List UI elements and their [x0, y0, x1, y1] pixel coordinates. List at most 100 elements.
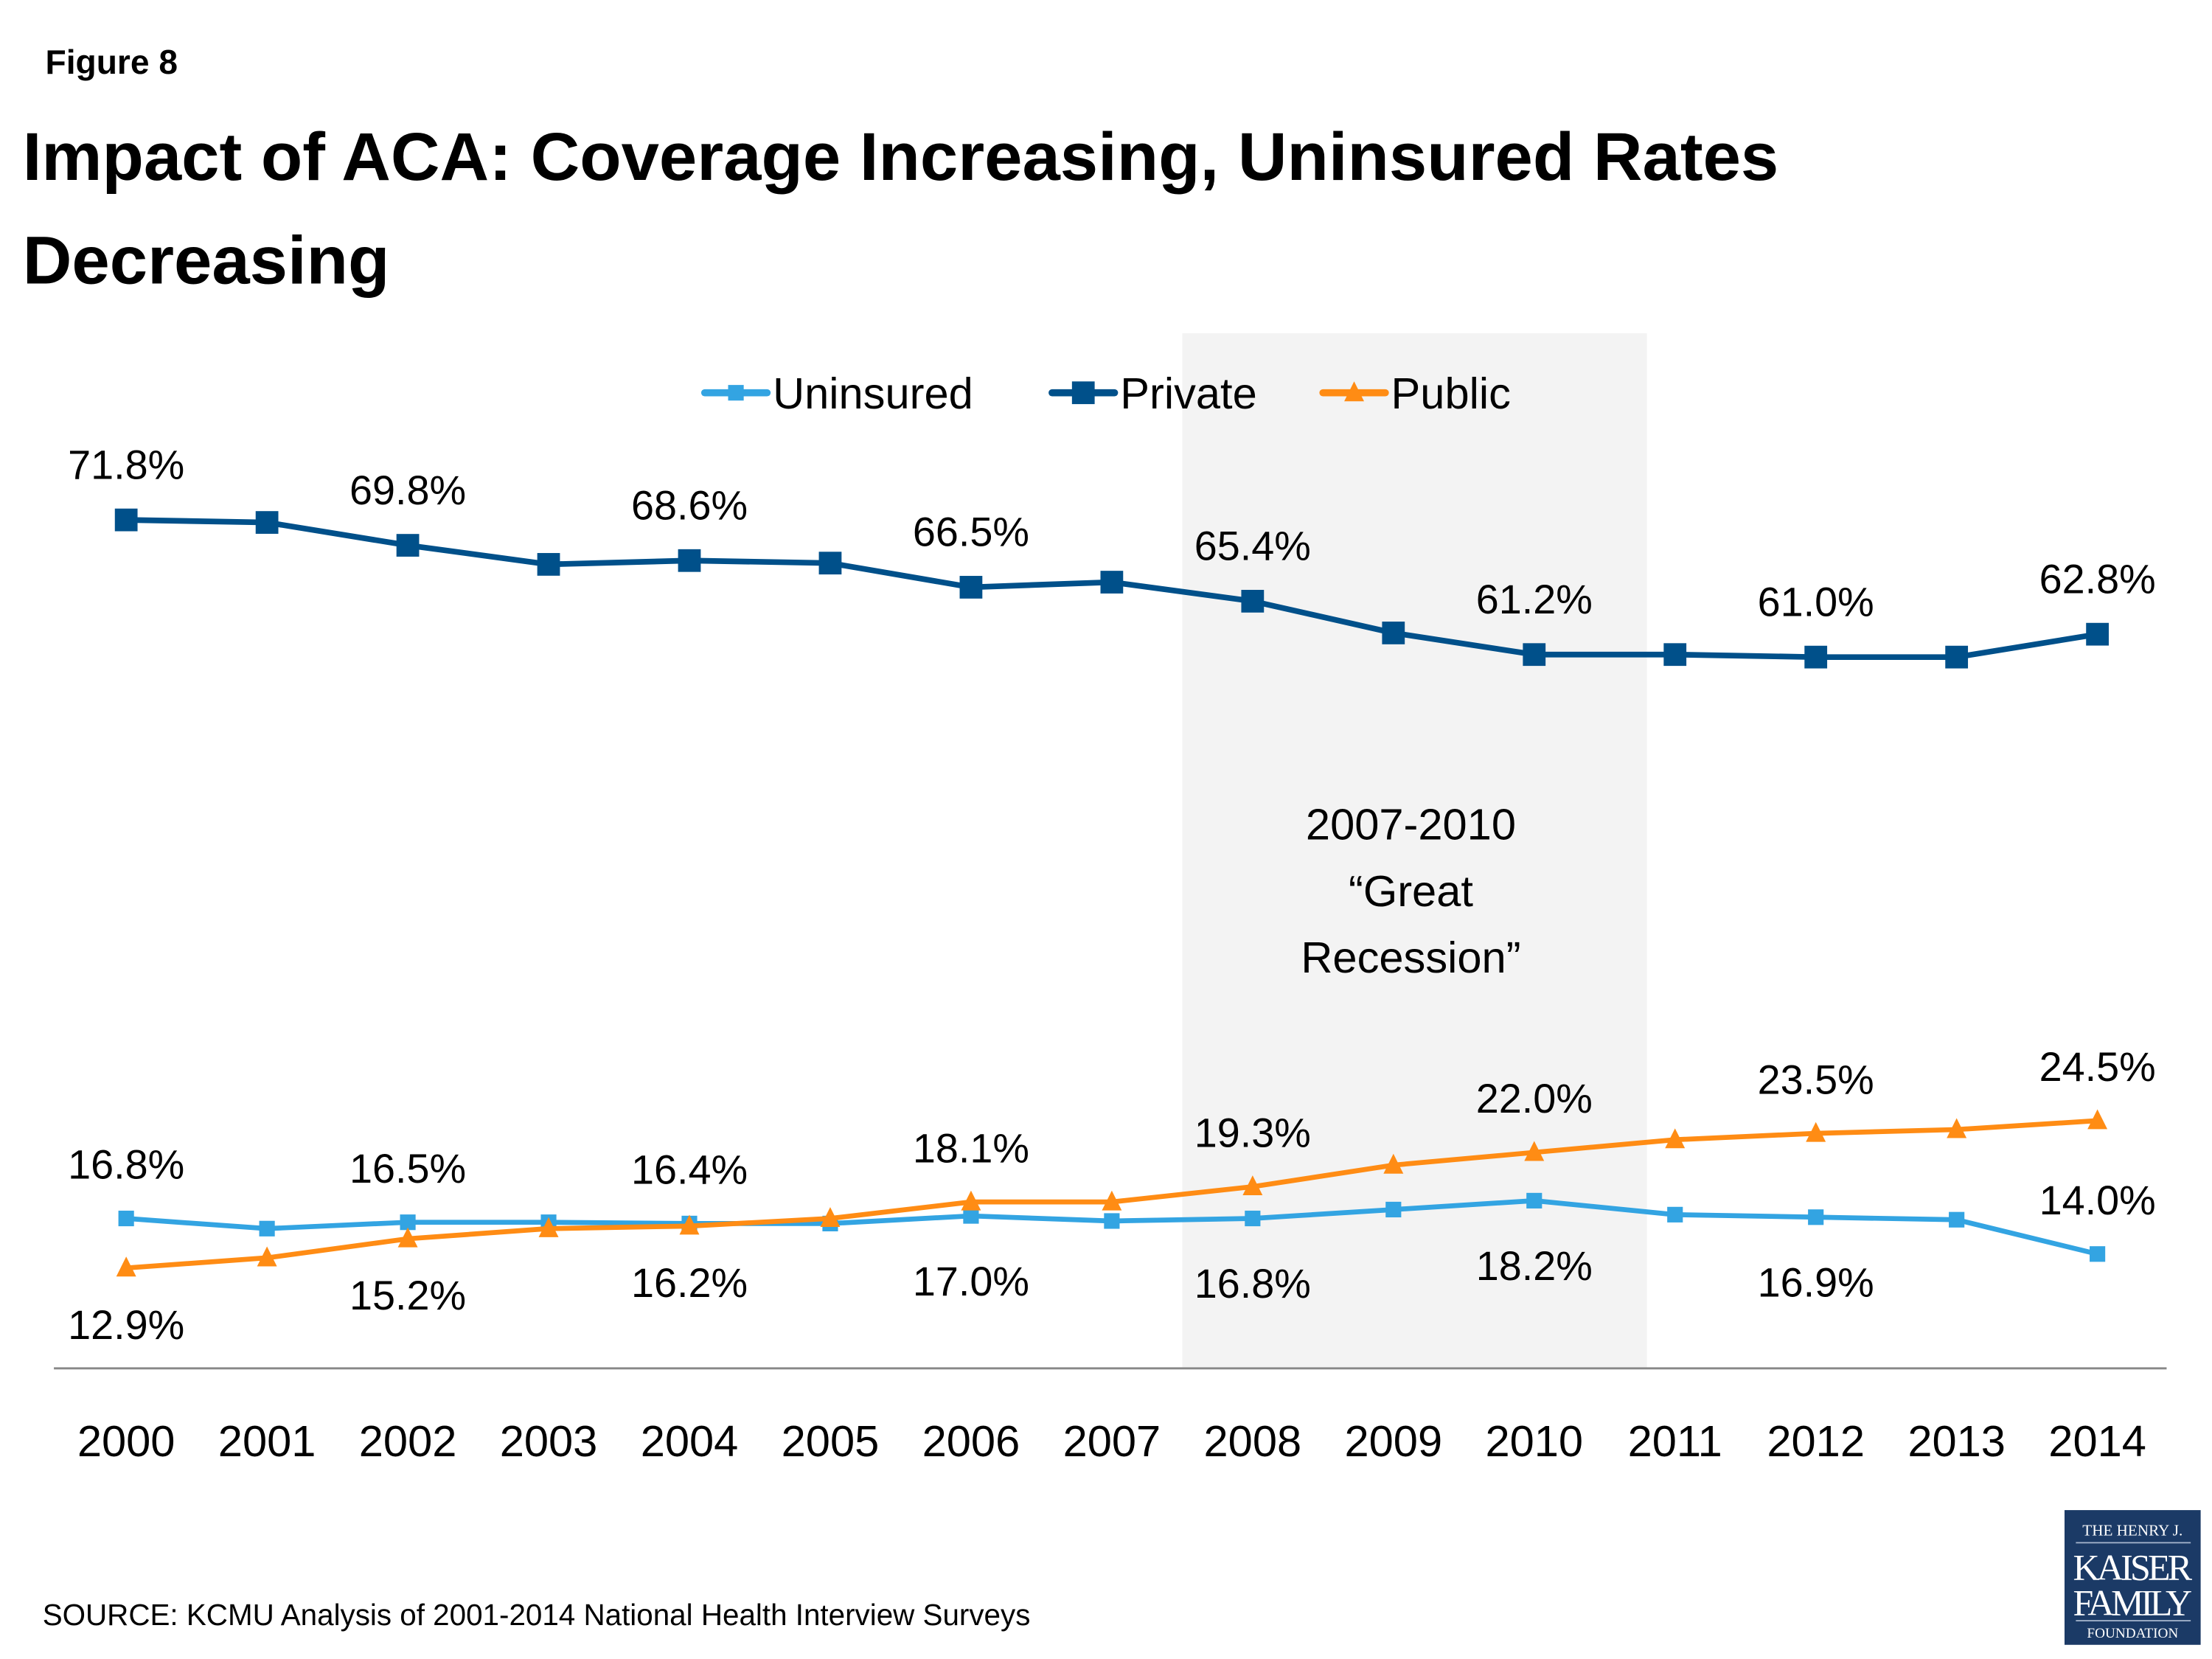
x-tick-label: 2008 — [1204, 1416, 1302, 1466]
public-point — [257, 1246, 277, 1267]
public-point — [397, 1227, 418, 1248]
x-tick-label: 2003 — [500, 1416, 598, 1466]
private-point — [959, 576, 983, 599]
x-tick-label: 2010 — [1485, 1416, 1583, 1466]
recession-annotation-line: Recession” — [1301, 933, 1520, 982]
public-point — [1665, 1128, 1686, 1149]
private-data-label: 69.8% — [349, 467, 466, 513]
public-point — [1383, 1153, 1404, 1174]
x-tick-label: 2006 — [922, 1416, 1020, 1466]
uninsured-data-label: 16.8% — [68, 1142, 184, 1188]
private-data-label: 65.4% — [1194, 524, 1311, 569]
uninsured-point — [400, 1214, 416, 1231]
svg-text:FAMILY: FAMILY — [2073, 1582, 2193, 1623]
recession-annotation-line: 2007-2010 — [1306, 799, 1516, 849]
uninsured-legend-label: Uninsured — [773, 369, 973, 418]
private-point — [255, 511, 279, 534]
public-point — [1806, 1121, 1826, 1142]
svg-text:KAISER: KAISER — [2073, 1546, 2193, 1587]
private-point — [678, 549, 701, 572]
uninsured-data-label: 16.5% — [349, 1146, 466, 1192]
public-point — [679, 1214, 700, 1235]
private-data-label: 66.5% — [913, 509, 1029, 555]
private-data-label: 61.0% — [1758, 579, 1874, 625]
x-tick-label: 2001 — [218, 1416, 316, 1466]
chart-title-line-2: Decreasing — [23, 222, 390, 299]
private-point — [1804, 645, 1828, 669]
private-point — [1382, 622, 1405, 644]
uninsured-point — [1526, 1192, 1543, 1208]
uninsured-point — [1808, 1209, 1824, 1225]
source-note: SOURCE: KCMU Analysis of 2001-2014 Natio… — [43, 1598, 1031, 1632]
private-point — [1945, 645, 1969, 669]
public-data-label: 12.9% — [68, 1302, 184, 1348]
uninsured-data-label: 18.2% — [1476, 1243, 1593, 1289]
public-data-label: 18.1% — [913, 1125, 1029, 1171]
x-tick-label: 2011 — [1628, 1416, 1722, 1466]
uninsured-point — [118, 1210, 134, 1227]
uninsured-point — [963, 1208, 979, 1224]
private-point — [396, 534, 420, 557]
x-tick-label: 2000 — [77, 1416, 175, 1466]
private-point — [114, 508, 138, 532]
svg-text:THE HENRY J.: THE HENRY J. — [2082, 1522, 2183, 1540]
public-point — [1242, 1175, 1263, 1195]
public-point — [2087, 1109, 2108, 1130]
uninsured-data-label: 16.9% — [1758, 1259, 1874, 1305]
x-tick-label: 2014 — [2048, 1416, 2146, 1466]
x-tick-label: 2012 — [1767, 1416, 1865, 1466]
public-point — [1524, 1141, 1545, 1161]
private-point — [2086, 622, 2109, 646]
x-tick-label: 2009 — [1345, 1416, 1443, 1466]
figure-label: Figure 8 — [46, 43, 178, 81]
chart-title-line-1: Impact of ACA: Coverage Increasing, Unin… — [23, 118, 1778, 195]
uninsured-point — [2090, 1246, 2106, 1262]
recession-shading — [1182, 333, 1647, 1368]
x-tick-label: 2002 — [359, 1416, 457, 1466]
private-point — [1100, 571, 1124, 594]
x-tick-label: 2005 — [782, 1416, 880, 1466]
public-point — [1102, 1190, 1122, 1211]
public-data-label: 19.3% — [1194, 1110, 1311, 1156]
recession-annotation-line: “Great — [1349, 866, 1473, 916]
uninsured-data-label: 14.0% — [2039, 1178, 2156, 1223]
private-data-label: 71.8% — [68, 442, 184, 487]
private-legend-marker — [1071, 381, 1095, 405]
uninsured-point — [1385, 1201, 1402, 1218]
private-point — [1241, 589, 1265, 613]
public-point — [961, 1190, 981, 1211]
uninsured-point — [1949, 1211, 1965, 1228]
legend: Uninsured Private Public — [700, 369, 1511, 418]
uninsured-point — [1667, 1206, 1683, 1222]
plot-area: 2007-2010 “Great Recession” 2000 2001 2002 200… — [54, 333, 2167, 1466]
public-point — [1947, 1118, 1967, 1138]
uninsured-legend-marker — [728, 385, 744, 401]
uninsured-point — [259, 1220, 275, 1237]
private-data-label: 62.8% — [2039, 556, 2156, 602]
private-point — [1523, 643, 1546, 667]
public-data-label: 24.5% — [2039, 1044, 2156, 1090]
svg-text:FOUNDATION: FOUNDATION — [2087, 1626, 2178, 1641]
private-point — [537, 553, 560, 576]
public-legend-label: Public — [1391, 369, 1511, 418]
private-legend-label: Private — [1120, 369, 1257, 418]
uninsured-point — [1104, 1213, 1120, 1229]
uninsured-point — [1245, 1210, 1261, 1227]
uninsured-data-label: 16.8% — [1194, 1261, 1311, 1307]
private-point — [818, 552, 842, 575]
kff-logo: THE HENRY J. KAISER FAMILY FOUNDATION — [2065, 1510, 2201, 1645]
private-data-label: 61.2% — [1476, 577, 1593, 622]
public-data-label: 23.5% — [1758, 1057, 1874, 1102]
public-point — [116, 1256, 136, 1277]
x-tick-label: 2004 — [641, 1416, 739, 1466]
x-tick-label: 2013 — [1907, 1416, 2006, 1466]
x-tick-label: 2007 — [1063, 1416, 1161, 1466]
public-data-label: 22.0% — [1476, 1076, 1593, 1121]
uninsured-data-label: 16.4% — [631, 1147, 748, 1193]
private-data-label: 68.6% — [631, 482, 748, 528]
private-point — [1663, 643, 1687, 667]
public-data-label: 16.2% — [631, 1260, 748, 1306]
public-legend-marker — [1344, 381, 1364, 402]
uninsured-data-label: 17.0% — [913, 1259, 1029, 1304]
